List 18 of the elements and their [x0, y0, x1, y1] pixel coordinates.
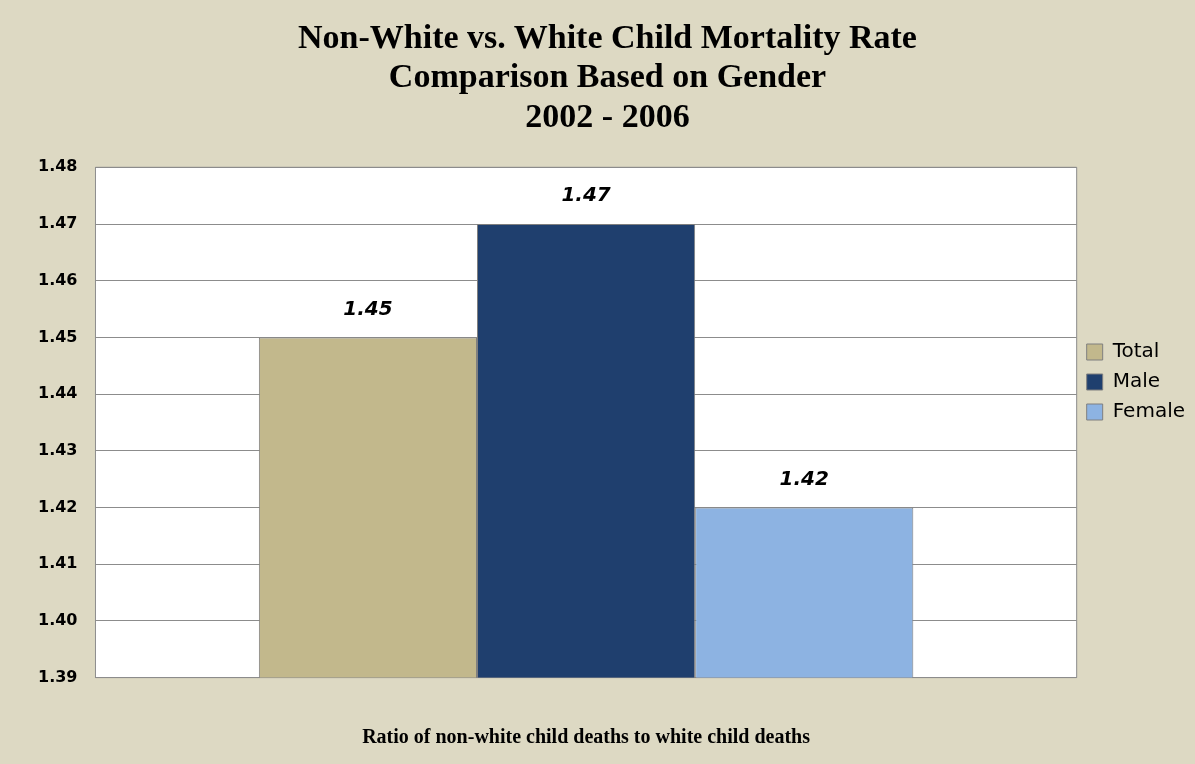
- chart-title: Non-White vs. White Child Mortality Rate Comparison Based on Gender 2002 - 2006: [298, 18, 917, 134]
- y-tick-label: 1.44: [37, 383, 78, 403]
- legend-label: Male: [1112, 368, 1161, 393]
- y-tick-label: 1.47: [37, 213, 78, 233]
- data-label: 1.47: [561, 182, 611, 207]
- y-tick-label: 1.45: [37, 326, 78, 346]
- y-tick-label: 1.42: [37, 496, 78, 516]
- y-tick-label: 1.46: [37, 269, 78, 289]
- y-tick-label: 1.40: [37, 610, 78, 630]
- data-label: 1.45: [343, 295, 393, 320]
- data-label: 1.42: [779, 465, 829, 490]
- y-tick-label: 1.41: [37, 553, 78, 573]
- x-axis-title: Ratio of non-white child deaths to white child deaths: [362, 725, 811, 748]
- y-tick-label: 1.39: [37, 666, 78, 686]
- legend-label: Total: [1111, 338, 1160, 363]
- y-tick-label: 1.48: [37, 156, 78, 176]
- legend-label: Female: [1112, 398, 1186, 423]
- y-tick-label: 1.43: [37, 439, 78, 459]
